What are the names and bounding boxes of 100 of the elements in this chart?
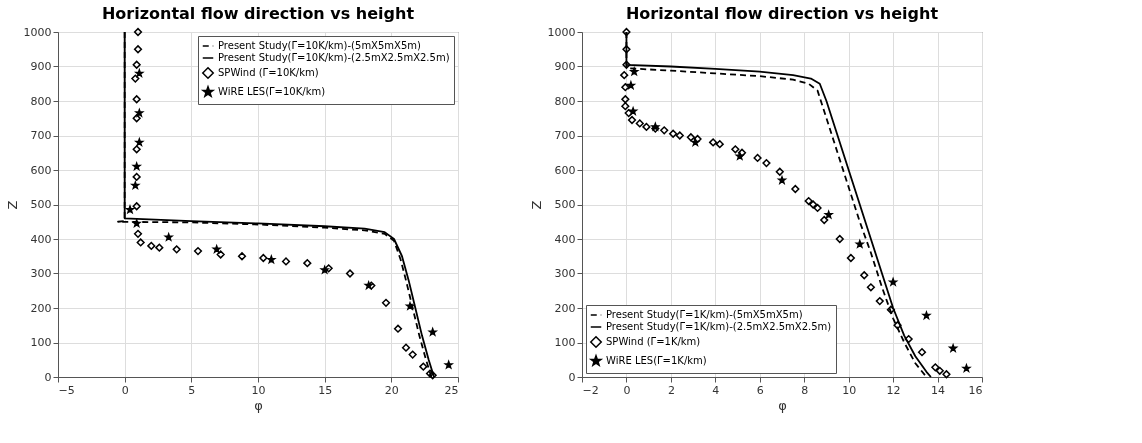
point bbox=[893, 321, 902, 330]
point bbox=[846, 253, 855, 263]
y-tick-label: 500 bbox=[30, 198, 52, 211]
point bbox=[762, 159, 771, 168]
y-tick-label: 700 bbox=[554, 129, 576, 142]
point bbox=[660, 126, 669, 135]
x-tick-label: 2 bbox=[667, 383, 675, 397]
y-tick-label: 400 bbox=[30, 232, 52, 246]
x-tick-label: 25 bbox=[444, 383, 459, 397]
point bbox=[627, 115, 637, 125]
point bbox=[669, 129, 678, 138]
point bbox=[931, 363, 940, 372]
y-tick-label: 0 bbox=[568, 370, 576, 384]
y-tick-label: 1000 bbox=[547, 25, 576, 39]
point bbox=[753, 153, 762, 163]
x-tick-label: 12 bbox=[886, 383, 901, 397]
point bbox=[731, 145, 740, 154]
point bbox=[809, 200, 818, 209]
x-tick-label: 15 bbox=[318, 383, 333, 397]
y-tick-label: 500 bbox=[554, 198, 576, 211]
point bbox=[737, 148, 747, 157]
y-axis-title: Z bbox=[4, 200, 20, 210]
legend-label: WiRE LES(Γ=1K/km) bbox=[606, 355, 707, 366]
y-tick-label: 700 bbox=[30, 129, 52, 142]
y-tick-label: 600 bbox=[554, 163, 576, 177]
point bbox=[860, 271, 869, 280]
x-axis-title: φ bbox=[254, 397, 263, 413]
point bbox=[875, 297, 884, 306]
point bbox=[824, 210, 833, 219]
y-tick-label: 100 bbox=[30, 336, 52, 349]
point bbox=[693, 134, 702, 144]
x-tick-label: 10 bbox=[251, 383, 266, 397]
point bbox=[942, 370, 951, 379]
point bbox=[935, 366, 944, 375]
x-tick-label: 8 bbox=[801, 383, 809, 397]
legend-label: WiRE LES(Γ=10K/km) bbox=[218, 86, 326, 97]
point bbox=[624, 108, 633, 118]
x-tick-label: 16 bbox=[968, 383, 983, 397]
x-tick-label: −5 bbox=[58, 383, 75, 397]
y-tick-label: 200 bbox=[30, 301, 52, 315]
point bbox=[622, 27, 631, 37]
y-tick-label: 800 bbox=[30, 94, 52, 108]
y-tick-label: 0 bbox=[44, 370, 52, 384]
x-tick-label: 0 bbox=[121, 383, 129, 397]
point bbox=[904, 334, 913, 344]
point bbox=[620, 71, 629, 80]
point bbox=[635, 119, 644, 128]
point bbox=[866, 283, 875, 292]
x-tick-label: 0 bbox=[623, 383, 631, 397]
point bbox=[621, 102, 630, 111]
point bbox=[922, 311, 931, 320]
point bbox=[804, 196, 813, 206]
y-axis-title: Z bbox=[528, 200, 544, 210]
y-tick-label: 600 bbox=[30, 163, 52, 177]
x-tick-label: 5 bbox=[188, 383, 196, 397]
point bbox=[813, 203, 822, 213]
point bbox=[622, 60, 631, 69]
y-tick-label: 800 bbox=[554, 94, 576, 108]
legend-label: SPWind (Γ=10K/km) bbox=[218, 67, 319, 78]
x-tick-label: 14 bbox=[931, 383, 946, 397]
point bbox=[621, 95, 630, 104]
point bbox=[629, 107, 638, 115]
y-tick-label: 300 bbox=[554, 267, 576, 280]
y-tick-label: 200 bbox=[554, 301, 576, 315]
y-tick-label: 400 bbox=[554, 232, 576, 246]
point bbox=[835, 234, 844, 244]
y-tick-label: 1000 bbox=[23, 25, 52, 39]
y-tick-label: 900 bbox=[554, 60, 576, 73]
chart-title: Horizontal flow direction vs height bbox=[101, 3, 415, 23]
point bbox=[675, 131, 684, 140]
point bbox=[621, 83, 630, 92]
point bbox=[820, 215, 829, 225]
y-tick-label: 900 bbox=[30, 60, 52, 73]
point bbox=[622, 45, 631, 54]
point bbox=[626, 81, 635, 89]
point bbox=[630, 67, 639, 76]
point bbox=[715, 140, 724, 149]
legend-label: Present Study(Γ=10K/km)-(2.5mX2.5mX2.5m) bbox=[218, 52, 450, 63]
x-tick-label: 20 bbox=[384, 383, 399, 397]
legend-label: SPWind (Γ=1K/km) bbox=[606, 336, 701, 347]
point bbox=[686, 133, 695, 142]
legend-label: Present Study(Γ=10K/km)-(5mX5mX5m) bbox=[218, 40, 422, 51]
point bbox=[791, 184, 800, 194]
point bbox=[691, 138, 700, 146]
x-tick-label: −2 bbox=[582, 383, 599, 397]
point bbox=[709, 138, 718, 147]
legend-label: Present Study(Γ=1K/km)-(2.5mX2.5mX2.5m) bbox=[606, 321, 832, 332]
point bbox=[917, 348, 927, 357]
x-tick-label: 6 bbox=[756, 383, 764, 397]
x-tick-label: 10 bbox=[842, 383, 857, 397]
x-tick-label: 4 bbox=[712, 383, 720, 397]
point bbox=[775, 167, 784, 176]
point bbox=[886, 305, 895, 314]
chart-title: Horizontal flow direction vs height bbox=[625, 3, 939, 23]
legend-label: Present Study(Γ=1K/km)-(5mX5mX5m) bbox=[606, 309, 803, 320]
y-tick-label: 300 bbox=[30, 267, 52, 280]
point bbox=[962, 364, 971, 372]
point bbox=[642, 122, 651, 131]
x-axis-title: φ bbox=[778, 397, 787, 413]
y-tick-label: 100 bbox=[554, 336, 576, 349]
